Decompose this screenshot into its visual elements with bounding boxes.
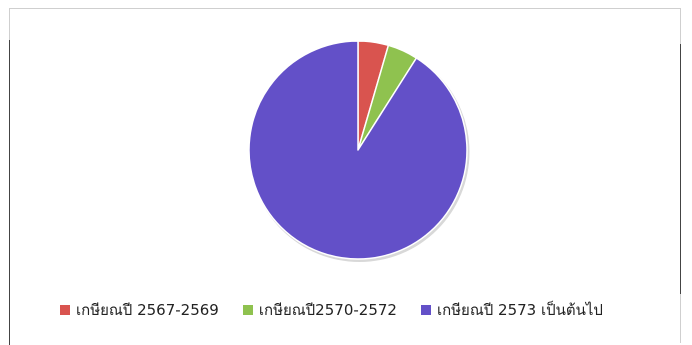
legend-label-2567-2569: เกษียณปี 2567-2569 bbox=[76, 301, 219, 319]
pie-slice-3 bbox=[248, 40, 468, 260]
legend-item-2570-2572: เกษียณปี2570-2572 bbox=[242, 298, 397, 322]
legend-swatch-2570-2572 bbox=[242, 305, 253, 315]
chart-legend: เกษียณปี 2567-2569 เกษียณปี2570-2572 เกษ… bbox=[60, 300, 660, 320]
pie-chart bbox=[248, 40, 470, 262]
legend-swatch-2573-onward bbox=[420, 305, 431, 315]
frame-edge-right bbox=[680, 44, 681, 294]
legend-item-2573-onward: เกษียณปี 2573 เป็นต้นไป bbox=[420, 298, 603, 322]
legend-swatch-2567-2569 bbox=[60, 305, 70, 315]
legend-item-2567-2569: เกษียณปี 2567-2569 bbox=[60, 298, 219, 322]
frame-edge-left bbox=[9, 40, 10, 345]
legend-label-2570-2572: เกษียณปี2570-2572 bbox=[258, 301, 397, 319]
legend-label-2573-onward: เกษียณปี 2573 เป็นต้นไป bbox=[436, 301, 603, 319]
